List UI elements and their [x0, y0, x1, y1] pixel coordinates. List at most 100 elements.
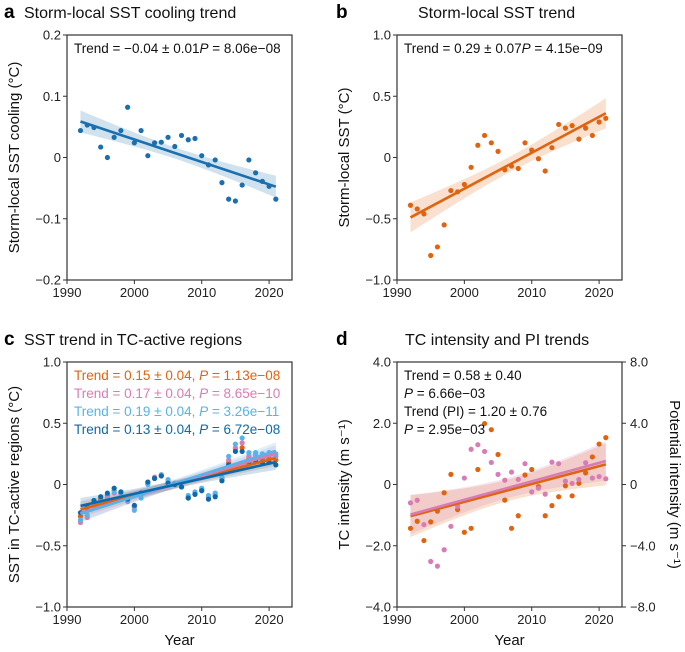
trend-text: Trend = 0.17 ± 0.04, — [74, 386, 199, 401]
x-tick-label: 2000 — [120, 612, 149, 627]
data-point — [219, 180, 225, 186]
data-point — [502, 497, 508, 503]
data-point — [407, 525, 414, 531]
p-symbol: P — [199, 404, 208, 419]
data-point — [111, 134, 117, 140]
data-point — [569, 123, 575, 129]
y-tick-label: −4.0 — [365, 600, 391, 615]
data-point — [414, 497, 420, 503]
p-symbol: P — [404, 422, 413, 437]
x-tick-label: 1990 — [383, 612, 412, 627]
p-symbol: P — [199, 386, 208, 401]
p-value: 6.66e−03 — [428, 386, 485, 401]
data-point — [502, 477, 508, 483]
data-point — [475, 442, 481, 448]
p-symbol: P — [522, 41, 531, 56]
data-point — [556, 461, 562, 467]
p-value: 1.13e−08 — [224, 368, 281, 383]
y-axis-label: SST in TC-active regions (°C) — [6, 386, 23, 583]
data-point — [495, 451, 501, 458]
panel-letter: d — [336, 329, 348, 350]
trend-text: Trend = 0.29 ± 0.07 — [404, 41, 522, 56]
data-point — [488, 140, 494, 146]
x-tick-label: 2000 — [120, 285, 149, 300]
data-point — [407, 500, 414, 506]
data-point — [428, 519, 434, 525]
data-point — [158, 473, 164, 479]
data-point — [205, 492, 212, 499]
data-point — [529, 466, 535, 473]
data-point — [232, 198, 239, 204]
data-point — [589, 454, 595, 460]
data-point — [556, 494, 562, 500]
data-point — [569, 493, 575, 499]
data-point — [226, 453, 232, 459]
panel-d: d TC intensity and PI trends 1990 2000 2010 2… — [336, 329, 683, 649]
data-point — [461, 181, 467, 188]
data-point — [172, 143, 178, 150]
x-tick-label: 2010 — [517, 285, 546, 300]
data-point — [219, 474, 225, 480]
x-tick-label: 1990 — [53, 612, 82, 627]
panel-c: c SST trend in TC-active regions 1990 2000 2… — [4, 329, 293, 649]
trend-annotation: P = 2.95e−03 — [404, 422, 485, 437]
data-point — [508, 469, 515, 475]
data-point — [515, 513, 521, 519]
data-point — [246, 453, 252, 459]
data-point — [421, 522, 427, 528]
y-tick-label: −1.0 — [365, 273, 391, 288]
y-tick-label: 0 — [54, 477, 61, 492]
data-point — [192, 135, 198, 142]
data-point — [596, 119, 602, 125]
panel-title: Storm-local SST trend — [418, 5, 575, 22]
data-point — [407, 202, 414, 208]
data-point — [481, 448, 488, 455]
data-point — [542, 168, 548, 174]
data-point — [178, 132, 185, 139]
data-point — [583, 125, 589, 131]
data-point — [246, 157, 252, 163]
p-value: 8.65e−10 — [224, 386, 281, 401]
data-point — [118, 127, 124, 134]
data-point — [535, 485, 542, 491]
y-tick-label: 0.5 — [373, 89, 391, 104]
x-tick-label: 2020 — [255, 285, 284, 300]
p-equals: = — [208, 422, 223, 437]
data-point — [165, 477, 171, 483]
data-point — [104, 490, 111, 496]
data-point — [239, 182, 245, 188]
data-point — [441, 547, 447, 553]
data-point — [488, 459, 494, 466]
trend-text: Trend = 0.13 ± 0.04, — [74, 422, 199, 437]
panel-letter: a — [4, 2, 15, 23]
panel-b: b Storm-local SST trend 1990 2000 2010 2020 1.… — [336, 2, 623, 300]
data-point — [273, 196, 279, 202]
data-point — [428, 558, 434, 565]
data-point — [515, 476, 521, 483]
trend-annotation: Trend = −0.04 ± 0.01P = 8.06e−08 — [74, 41, 281, 56]
data-point — [495, 148, 501, 154]
data-point — [562, 483, 569, 489]
y-tick-label: 0 — [384, 150, 391, 165]
y-tick-label: 0 — [384, 477, 391, 492]
data-point — [576, 476, 582, 483]
y-tick-label: −1.0 — [35, 600, 61, 615]
y-right-axis-label: Potential intensity (m s⁻¹) — [666, 400, 683, 569]
y-tick-label: 1.0 — [43, 355, 61, 370]
data-point — [421, 211, 427, 217]
data-point — [596, 441, 602, 447]
data-point — [549, 459, 555, 465]
trend-annotation: Trend = 0.17 ± 0.04, P = 8.65e−10 — [74, 386, 280, 401]
data-point — [84, 512, 90, 518]
data-point — [111, 485, 117, 491]
data-point — [246, 450, 252, 456]
data-point — [226, 457, 232, 463]
y-right-tick-label: 0 — [630, 477, 637, 492]
p-equals: = — [208, 386, 223, 401]
data-point — [549, 503, 555, 509]
data-point — [199, 153, 205, 159]
y-tick-label: −0.5 — [35, 538, 61, 553]
data-point — [77, 127, 84, 134]
panel-letter: b — [336, 2, 348, 23]
